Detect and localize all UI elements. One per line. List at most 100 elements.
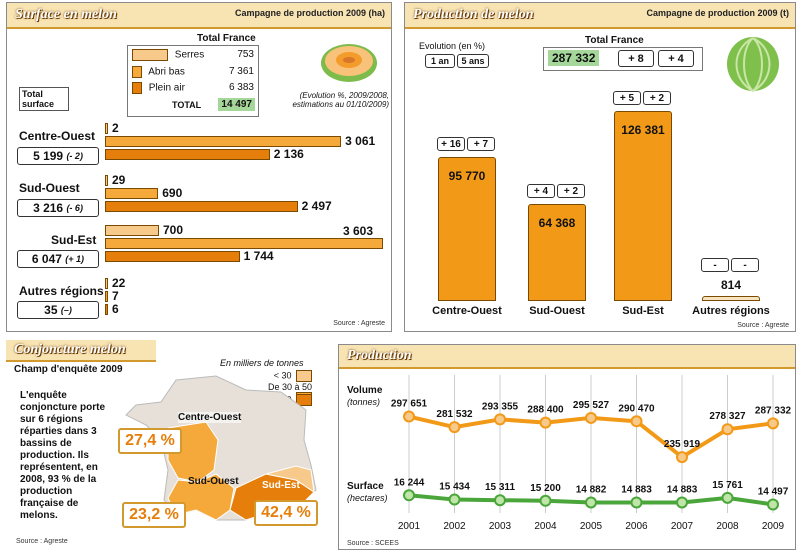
surface-bar	[105, 238, 383, 249]
production-category-label: Sud-Ouest	[529, 305, 585, 317]
production-melon-title: Production de melon	[413, 7, 534, 22]
production-bar	[702, 296, 760, 301]
surface-bar-value: 2 136	[273, 147, 304, 161]
production-title: Production	[347, 348, 412, 363]
region-total-sud-est: 6 047 (+ 1)	[17, 250, 99, 268]
total-france-value: 287 332	[548, 50, 600, 66]
surface-bar	[105, 291, 108, 302]
production-bar	[438, 157, 496, 301]
data-label: 288 400	[527, 405, 564, 416]
surface-bar	[105, 123, 108, 134]
production-evo-1an: + 16	[437, 137, 465, 152]
production-evo-5ans: + 2	[557, 184, 585, 199]
production-melon-header: Production de melon Campagne de producti…	[405, 3, 795, 29]
conjoncture-subtitle: Champ d'enquête 2009	[14, 364, 123, 375]
data-label: 14 882	[576, 484, 607, 495]
region-label-sud-ouest: Sud-Ouest	[19, 181, 80, 195]
conjoncture-text: L'enquête conjoncture porte sur 6 région…	[20, 390, 106, 521]
total-evo-5ans: + 4	[658, 50, 694, 67]
data-label: 14 497	[758, 486, 789, 497]
surface-bar-value: 6	[112, 302, 119, 316]
surface-bar-value: 3 061	[345, 134, 376, 148]
legend-value: 7 361	[228, 66, 254, 77]
production-category-label: Autres régions	[692, 305, 770, 317]
data-point	[767, 498, 779, 511]
production-panel: Production Volume (tonnes) Surface (hect…	[338, 344, 796, 550]
surface-bar-value: 3 603	[343, 224, 374, 238]
total-france-box: 287 332 + 8 + 4	[543, 47, 703, 71]
region-total: 35	[44, 303, 58, 317]
region-evolution: (+ 1)	[65, 254, 85, 264]
region-total: 6 047	[31, 252, 62, 266]
map-legend-low: < 30	[250, 370, 312, 382]
region-evolution: (- 6)	[66, 203, 83, 213]
total-surface-label: Total surface	[19, 87, 69, 111]
surface-bar-value: 700	[163, 223, 184, 237]
production-evo-5ans: + 7	[467, 137, 495, 152]
surface-bar	[105, 136, 342, 147]
data-point	[630, 496, 643, 509]
map-label-sud-est: Sud-Est	[262, 480, 300, 491]
legend-label: Plein air	[148, 82, 185, 94]
production-category-label: Sud-Est	[622, 305, 664, 317]
data-point	[630, 415, 643, 428]
conjoncture-header: Conjoncture melon	[6, 340, 156, 362]
production-bar	[528, 204, 586, 301]
surface-bar	[105, 304, 108, 315]
data-label: 297 651	[391, 399, 428, 410]
data-label: 287 332	[755, 405, 792, 416]
map-label-sud-ouest: Sud-Ouest	[188, 476, 239, 487]
legend-swatch-high	[296, 394, 312, 406]
data-label: 15 434	[439, 482, 470, 493]
legend-swatch-serres	[132, 49, 168, 61]
total-france-label: Total France	[585, 35, 644, 46]
legend-swatch-low	[296, 370, 312, 382]
volume-label: Volume	[347, 385, 383, 396]
data-point	[448, 493, 461, 506]
x-tick-label: 2002	[443, 521, 466, 532]
legend-swatch-plein-air	[132, 82, 142, 94]
data-point	[539, 494, 552, 507]
legend-label: Serres	[174, 49, 205, 61]
data-label: 14 883	[621, 484, 652, 495]
data-point	[494, 413, 506, 426]
data-point	[403, 410, 415, 423]
data-point	[403, 489, 415, 502]
conjoncture-source: Source : Agreste	[16, 538, 68, 545]
x-tick-label: 2008	[716, 521, 739, 532]
data-label: 278 327	[709, 411, 746, 422]
surface-bar-value: 22	[112, 276, 126, 290]
region-label-centre-ouest: Centre-Ouest	[19, 129, 96, 143]
production-bar-value: 95 770	[448, 169, 486, 184]
surface-bar-value: 7	[112, 289, 119, 303]
volume-unit: (tonnes)	[347, 397, 381, 407]
evolution-label: Evolution (en %)	[419, 41, 486, 51]
region-label-sud-est: Sud-Est	[51, 233, 97, 247]
legend-value: 753	[237, 49, 254, 60]
production-bar	[614, 111, 672, 301]
surface-bar-value: 2 497	[301, 199, 332, 213]
data-point	[448, 421, 461, 434]
map-legend-title: En milliers de tonnes	[220, 358, 304, 368]
data-point	[676, 451, 688, 464]
production-evo-1an: -	[701, 258, 729, 272]
x-tick-label: 2005	[580, 521, 603, 532]
surface-bar	[105, 225, 159, 236]
x-tick-label: 2001	[398, 521, 421, 532]
melon-whole-image	[727, 37, 779, 92]
surface-bar-value: 29	[112, 173, 126, 187]
data-label: 290 470	[618, 403, 655, 414]
legend-total-value: 14 497	[218, 98, 255, 111]
surface-title: Surface en melon	[15, 7, 117, 22]
data-label: 15 200	[530, 483, 561, 494]
legend-abri-bas: Abri bas	[132, 66, 185, 78]
data-point	[539, 416, 552, 429]
production-evo-1an: + 4	[527, 184, 555, 199]
surface-unit: (hectares)	[347, 493, 388, 503]
surface-bar-value: 690	[162, 186, 183, 200]
region-total: 3 216	[33, 201, 64, 215]
surface-legend: Serres 753 Abri bas 7 361 Plein air 6 38…	[127, 45, 259, 117]
data-label: 295 527	[573, 400, 610, 411]
legend-text: < 30	[273, 370, 292, 381]
production-melon-subtitle: Campagne de production 2009 (t)	[646, 8, 789, 18]
